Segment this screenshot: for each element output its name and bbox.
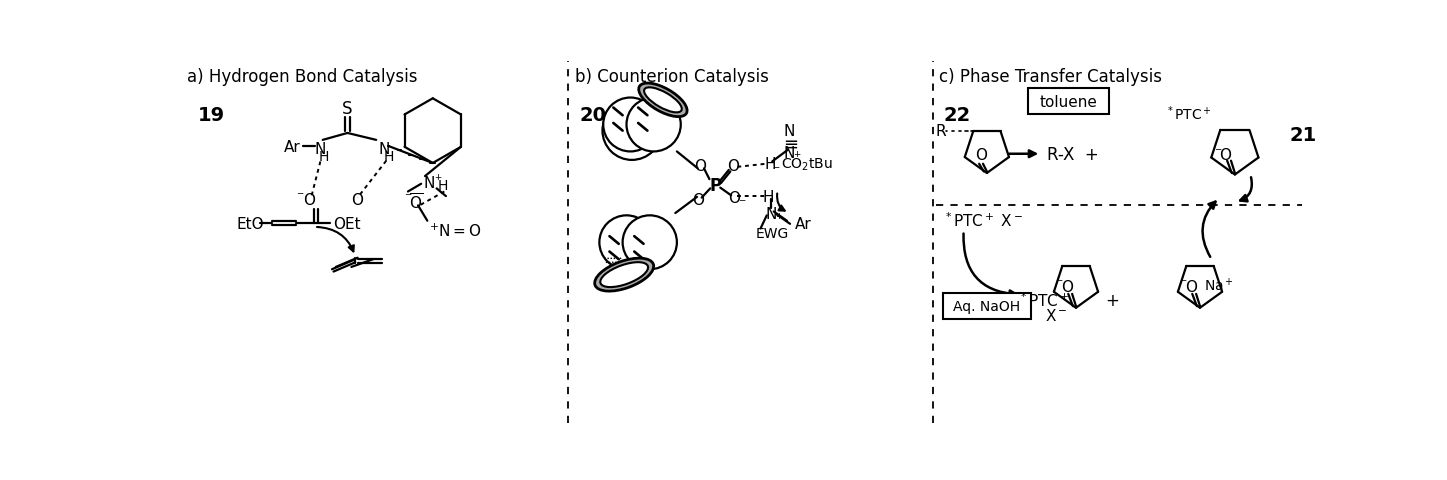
Text: O: O: [975, 148, 987, 163]
Text: N: N: [784, 124, 794, 139]
Text: $^*$PTC$^+$ X$^-$: $^*$PTC$^+$ X$^-$: [943, 210, 1024, 229]
Text: O: O: [1061, 280, 1072, 295]
Text: O: O: [728, 191, 741, 206]
Text: O: O: [302, 193, 315, 208]
Text: 21: 21: [1289, 126, 1317, 144]
Text: H: H: [383, 150, 394, 164]
Text: $^{+}$: $^{+}$: [793, 150, 802, 163]
Circle shape: [602, 102, 661, 161]
Text: 19: 19: [198, 106, 226, 125]
Text: O: O: [352, 193, 363, 208]
Text: CO$_2$tBu: CO$_2$tBu: [781, 156, 832, 173]
Text: H: H: [318, 150, 328, 164]
Circle shape: [599, 216, 654, 270]
Text: H: H: [763, 189, 774, 204]
FancyBboxPatch shape: [942, 293, 1032, 320]
Text: $^{-}$: $^{-}$: [738, 196, 747, 209]
Text: b) Counterion Catalysis: b) Counterion Catalysis: [574, 68, 768, 85]
Text: X$^-$: X$^-$: [1045, 308, 1068, 324]
Text: $^{-}$: $^{-}$: [1179, 277, 1187, 290]
Text: H: H: [437, 179, 449, 193]
Text: $^{+}$: $^{+}$: [776, 212, 783, 225]
Text: $^+$: $^+$: [433, 173, 443, 186]
Text: O: O: [693, 193, 705, 208]
Circle shape: [603, 98, 657, 152]
FancyBboxPatch shape: [1027, 89, 1108, 115]
Text: H: H: [764, 157, 776, 172]
Text: $^{-}$: $^{-}$: [771, 163, 780, 176]
Text: 22: 22: [943, 106, 971, 125]
Ellipse shape: [644, 88, 682, 113]
Text: O: O: [1220, 148, 1231, 163]
Text: EtO: EtO: [237, 216, 265, 231]
Text: P: P: [709, 176, 722, 194]
Text: a) Hydrogen Bond Catalysis: a) Hydrogen Bond Catalysis: [187, 68, 418, 85]
Text: Na$^+$: Na$^+$: [1204, 276, 1234, 294]
Text: Ar: Ar: [794, 217, 812, 232]
Text: $^*$PTC$^+$: $^*$PTC$^+$: [1017, 291, 1069, 310]
Text: Ar: Ar: [284, 139, 301, 154]
Text: O: O: [695, 158, 706, 173]
Ellipse shape: [595, 259, 654, 291]
Text: N: N: [765, 206, 777, 221]
Text: EWG: EWG: [755, 227, 789, 240]
Text: N: N: [423, 175, 434, 191]
Text: O: O: [1185, 280, 1197, 295]
Text: R: R: [935, 124, 946, 139]
Text: toluene: toluene: [1039, 95, 1097, 109]
Text: 20: 20: [579, 106, 606, 125]
Ellipse shape: [638, 84, 687, 118]
Text: N: N: [378, 142, 389, 156]
Text: $\equiv$: $\equiv$: [780, 134, 799, 152]
Text: $^{-}$: $^{-}$: [1214, 145, 1223, 158]
Text: R-X  +: R-X +: [1048, 145, 1100, 163]
Text: $\overline{\mathrm{O}}$: $\overline{\mathrm{O}}$: [410, 192, 424, 212]
Text: N: N: [784, 145, 794, 160]
Text: $^*$PTC$^+$: $^*$PTC$^+$: [1165, 105, 1213, 123]
Text: OEt: OEt: [333, 216, 360, 231]
Text: $^{-}$: $^{-}$: [297, 190, 304, 203]
Text: Aq. NaOH: Aq. NaOH: [954, 300, 1020, 313]
Text: O: O: [726, 158, 738, 173]
Text: $^{-}$: $^{-}$: [404, 191, 412, 204]
Text: c) Phase Transfer Catalysis: c) Phase Transfer Catalysis: [939, 68, 1162, 85]
Ellipse shape: [601, 263, 648, 288]
Text: N: N: [314, 142, 326, 156]
Circle shape: [627, 98, 680, 152]
Text: S: S: [343, 100, 353, 118]
Circle shape: [622, 216, 677, 270]
Text: $^{+}$N$=$O: $^{+}$N$=$O: [428, 223, 482, 240]
Text: $^{-}$: $^{-}$: [1055, 277, 1064, 290]
Text: +: +: [1106, 291, 1120, 310]
